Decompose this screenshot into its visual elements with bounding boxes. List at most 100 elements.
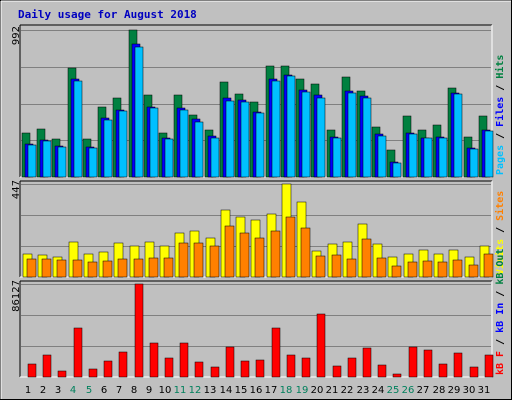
x-tick-label-1: 1 bbox=[25, 385, 31, 396]
legend-entry: Pages bbox=[495, 145, 506, 175]
bar-pages-day-1 bbox=[27, 144, 37, 178]
panel-hits-legend: Pages / Files / Hits bbox=[494, 55, 506, 175]
bar-pages-day-27 bbox=[423, 137, 433, 178]
bar-pages-day-15 bbox=[240, 101, 250, 178]
bar-kb-f-day-13 bbox=[210, 366, 220, 378]
legend-entry: Sites bbox=[494, 191, 506, 221]
bar-kb-f-day-16 bbox=[255, 359, 265, 378]
legend-entry: kB Out bbox=[495, 249, 506, 285]
chart-title: Daily usage for August 2018 bbox=[18, 8, 197, 21]
x-tick-label-9: 9 bbox=[146, 385, 152, 396]
bar-pages-day-7 bbox=[118, 110, 128, 178]
bar-kb-f-day-25 bbox=[392, 373, 402, 378]
legend-entry: kB F bbox=[495, 351, 506, 375]
bar-sites-day-11 bbox=[178, 242, 189, 278]
bar-kb-f-day-29 bbox=[453, 352, 463, 378]
x-tick-label-3: 3 bbox=[55, 385, 61, 396]
bar-sites-day-29 bbox=[452, 259, 463, 278]
legend-entry: kB In bbox=[495, 303, 506, 333]
x-tick-label-4: 4 bbox=[70, 385, 76, 396]
bar-sites-day-16 bbox=[254, 237, 265, 278]
bar-sites-day-5 bbox=[87, 261, 98, 278]
bar-kb-f-day-8 bbox=[134, 283, 144, 378]
legend-entry: Files bbox=[494, 97, 506, 127]
x-tick-label-6: 6 bbox=[101, 385, 107, 396]
x-tick-label-27: 27 bbox=[417, 385, 430, 396]
bar-pages-day-6 bbox=[103, 119, 113, 178]
x-tick-label-25: 25 bbox=[387, 385, 400, 396]
bar-kb-f-day-24 bbox=[377, 364, 387, 378]
x-tick-label-23: 23 bbox=[357, 385, 370, 396]
bar-sites-day-24 bbox=[376, 257, 387, 278]
x-tick-label-30: 30 bbox=[463, 385, 476, 396]
x-tick-label-19: 19 bbox=[296, 385, 309, 396]
panel-hits-ymax-label: 992 bbox=[11, 26, 22, 45]
bar-sites-day-28 bbox=[437, 261, 448, 278]
bar-kb-f-day-26 bbox=[408, 346, 418, 378]
legend-entry: / bbox=[495, 127, 506, 145]
bar-kb-f-day-30 bbox=[469, 366, 479, 378]
x-tick-label-21: 21 bbox=[326, 385, 339, 396]
legend-entry: Visits bbox=[494, 239, 506, 275]
bar-pages-day-5 bbox=[88, 147, 98, 178]
panel-visits-ymax-label: 447 bbox=[11, 180, 22, 199]
bar-kb-f-day-10 bbox=[164, 357, 174, 378]
bar-pages-day-13 bbox=[210, 137, 220, 178]
legend-entry: Hits bbox=[494, 55, 506, 79]
bar-sites-day-30 bbox=[468, 264, 479, 278]
bar-kb-f-day-2 bbox=[42, 354, 52, 378]
bar-sites-day-6 bbox=[102, 260, 113, 278]
x-tick-label-29: 29 bbox=[448, 385, 461, 396]
bar-kb-f-day-15 bbox=[240, 360, 250, 378]
bar-pages-day-23 bbox=[362, 97, 372, 178]
bar-pages-day-20 bbox=[316, 97, 326, 178]
x-tick-label-18: 18 bbox=[280, 385, 293, 396]
x-tick-label-11: 11 bbox=[174, 385, 187, 396]
x-tick-label-16: 16 bbox=[250, 385, 263, 396]
legend-entry: / bbox=[495, 333, 506, 351]
bar-pages-day-12 bbox=[194, 121, 204, 178]
panel-visits-legend: Visits / Sites bbox=[494, 191, 506, 275]
bar-pages-day-4 bbox=[73, 80, 83, 178]
bar-kb-f-day-19 bbox=[301, 357, 311, 378]
bar-sites-day-23 bbox=[361, 238, 372, 278]
bar-kb-f-day-23 bbox=[362, 347, 372, 378]
x-tick-label-26: 26 bbox=[402, 385, 415, 396]
bar-pages-day-28 bbox=[438, 137, 448, 178]
bar-kb-f-day-4 bbox=[73, 327, 83, 378]
bar-kb-f-day-1 bbox=[27, 363, 37, 378]
x-tick-label-17: 17 bbox=[265, 385, 278, 396]
bar-kb-f-day-18 bbox=[286, 354, 296, 378]
x-tick-label-20: 20 bbox=[311, 385, 324, 396]
bar-sites-day-1 bbox=[26, 258, 37, 278]
bar-pages-day-11 bbox=[179, 109, 189, 178]
bar-sites-day-9 bbox=[148, 257, 159, 278]
bar-sites-day-26 bbox=[407, 261, 418, 278]
bar-kb-f-day-7 bbox=[118, 351, 128, 378]
bar-sites-day-13 bbox=[209, 245, 220, 278]
panel-kbytes-ymax-label: 86127 bbox=[11, 280, 22, 312]
bar-pages-day-26 bbox=[408, 133, 418, 178]
bar-sites-day-14 bbox=[224, 225, 235, 278]
bar-sites-day-17 bbox=[270, 230, 281, 278]
bar-pages-day-16 bbox=[255, 112, 265, 178]
bar-kb-f-day-3 bbox=[57, 370, 67, 378]
x-tick-label-24: 24 bbox=[372, 385, 385, 396]
bar-sites-day-2 bbox=[41, 258, 52, 278]
x-tick-label-22: 22 bbox=[341, 385, 354, 396]
x-tick-label-31: 31 bbox=[478, 385, 491, 396]
bar-pages-day-3 bbox=[57, 146, 67, 178]
bar-kb-f-day-5 bbox=[88, 368, 98, 378]
bar-pages-day-29 bbox=[453, 93, 463, 178]
x-tick-label-14: 14 bbox=[220, 385, 233, 396]
legend-entry: / bbox=[495, 285, 506, 303]
bar-kb-f-day-20 bbox=[316, 313, 326, 378]
bar-kb-f-day-22 bbox=[347, 357, 357, 378]
bar-sites-day-18 bbox=[285, 216, 296, 278]
x-tick-label-15: 15 bbox=[235, 385, 248, 396]
bar-sites-day-12 bbox=[193, 242, 204, 278]
bar-pages-day-22 bbox=[347, 92, 357, 178]
bar-sites-day-7 bbox=[117, 258, 128, 278]
